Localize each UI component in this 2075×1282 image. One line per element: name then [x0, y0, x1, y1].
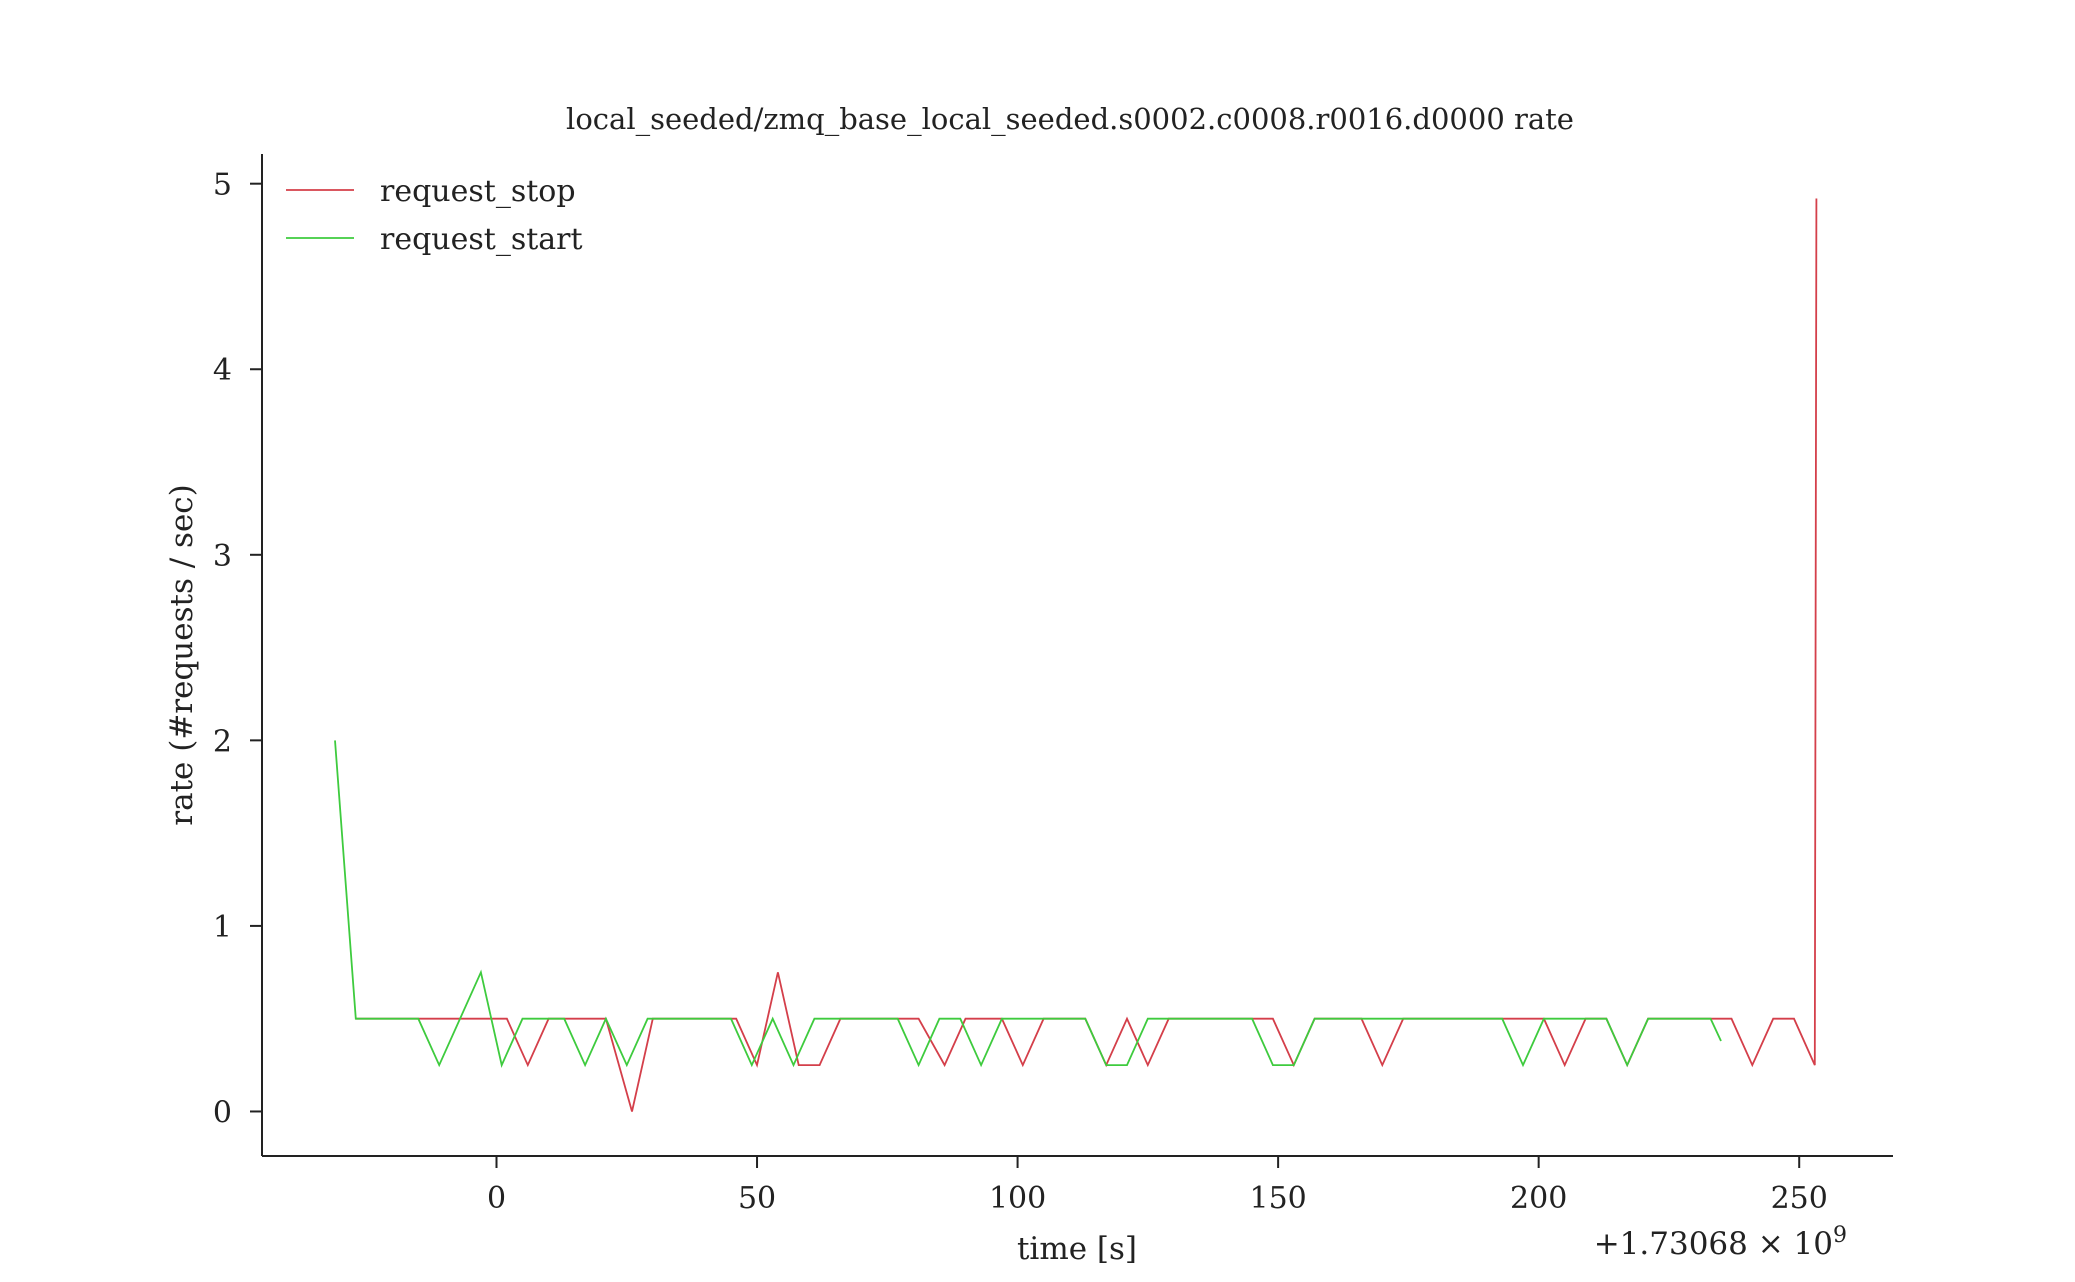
y-tick-label: 3 [213, 539, 232, 574]
x-axis-offset-label: +1.73068 × 109 [1594, 1223, 1847, 1262]
y-tick-label: 1 [213, 910, 232, 945]
series-line-request-stop [355, 198, 1818, 1112]
series-line-request-start [334, 740, 1722, 1068]
x-axis-offset-base: +1.73068 × 10 [1594, 1226, 1833, 1262]
x-axis-label: time [s] [1017, 1231, 1137, 1267]
y-tick-label: 2 [213, 724, 232, 759]
y-axis-label: rate (#requests / sec) [164, 484, 200, 825]
x-tick-label: 100 [989, 1181, 1046, 1216]
x-axis-offset-exponent: 9 [1833, 1223, 1847, 1248]
x-tick-label: 50 [738, 1181, 776, 1216]
legend-label-request-stop: request_stop [380, 174, 576, 209]
x-tick-label: 150 [1249, 1181, 1306, 1216]
x-tick-label: 0 [487, 1181, 506, 1216]
y-ticks: 0 1 2 3 4 5 [213, 168, 262, 1130]
legend: request_stop request_start [286, 174, 583, 257]
y-tick-label: 0 [213, 1095, 232, 1130]
plot-lines [334, 198, 1818, 1112]
x-ticks: 0 50 100 150 200 250 [487, 1156, 1828, 1216]
legend-label-request-start: request_start [380, 222, 583, 257]
x-tick-label: 200 [1510, 1181, 1567, 1216]
chart-title: local_seeded/zmq_base_local_seeded.s0002… [566, 102, 1574, 137]
x-tick-label: 250 [1771, 1181, 1828, 1216]
y-tick-label: 4 [213, 353, 232, 388]
y-tick-label: 5 [213, 168, 232, 203]
